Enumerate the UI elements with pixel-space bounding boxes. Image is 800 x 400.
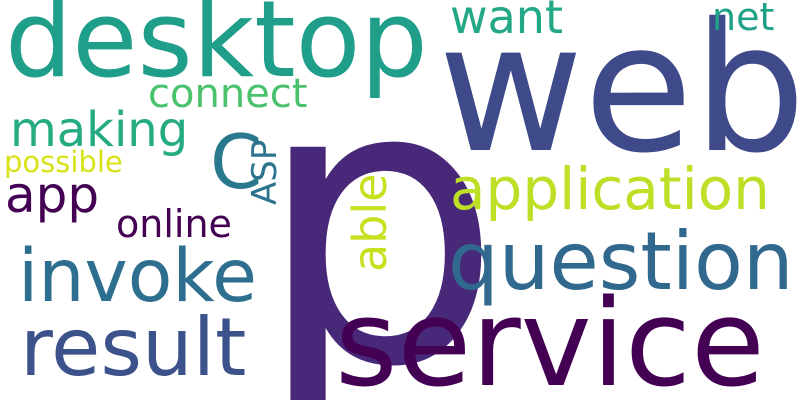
word-making: making	[10, 102, 189, 158]
word-web: web	[438, 0, 800, 192]
word-invoke: invoke	[18, 234, 257, 319]
word-able: able	[343, 173, 397, 272]
word-want: want	[450, 0, 564, 44]
word-possible: possible	[4, 145, 123, 179]
word-online: online	[116, 202, 232, 246]
word-p: p	[255, 0, 503, 400]
word-app: app	[5, 166, 100, 224]
word-result: result	[20, 301, 247, 394]
word-service: service	[335, 275, 765, 400]
word-ASP: ASP	[245, 139, 285, 205]
word-C: C	[210, 118, 263, 206]
word-net: net	[712, 0, 775, 39]
word-desktop: desktop	[5, 0, 428, 101]
word-connect: connect	[148, 71, 308, 117]
word-application: application	[450, 155, 770, 223]
word-question: question	[448, 215, 794, 308]
